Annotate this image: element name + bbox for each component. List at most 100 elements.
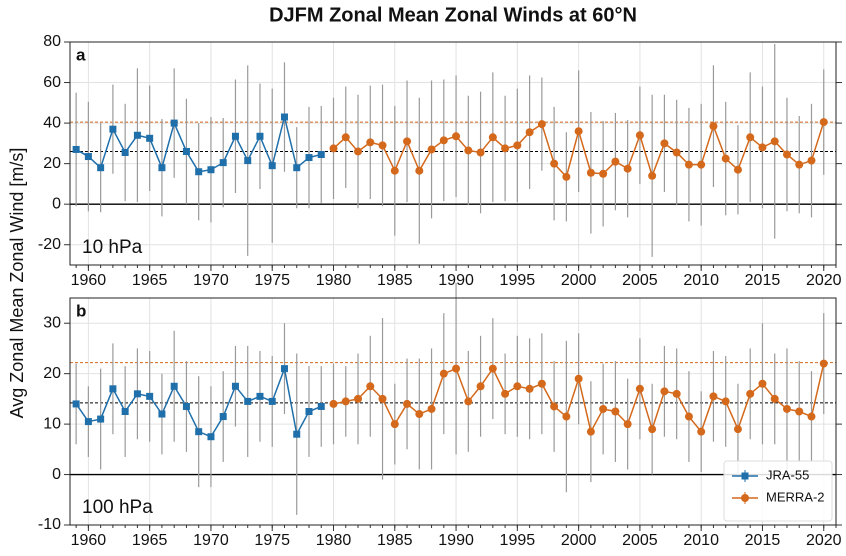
data-point: [746, 133, 755, 142]
data-point: [72, 400, 80, 408]
data-point: [684, 412, 693, 421]
x-tick-label: 2000: [561, 532, 597, 549]
data-point: [758, 143, 767, 152]
data-point: [390, 166, 399, 175]
data-point: [133, 131, 141, 139]
data-point: [415, 410, 424, 419]
data-point: [231, 382, 239, 390]
data-point: [280, 365, 288, 373]
data-point: [97, 164, 105, 172]
data-point: [464, 397, 473, 406]
data-point: [317, 402, 325, 410]
data-point: [121, 408, 129, 415]
data-point: [525, 384, 534, 393]
data-point: [733, 165, 742, 174]
legend-swatch-marker: [741, 472, 749, 480]
data-point: [721, 154, 730, 163]
data-point: [72, 145, 80, 153]
data-point: [513, 382, 522, 391]
data-point: [611, 157, 620, 166]
data-point: [158, 164, 166, 172]
y-tick-label: 0: [52, 195, 61, 212]
x-tick-label: 1995: [500, 532, 536, 549]
data-point: [219, 413, 227, 421]
x-tick-label: 2005: [622, 532, 658, 549]
data-point: [795, 160, 804, 169]
data-point: [648, 425, 657, 434]
x-tick-label: 1975: [254, 532, 290, 549]
data-point: [574, 127, 583, 136]
level-label: 100 hPa: [82, 497, 153, 518]
x-tick-label: 2015: [745, 272, 781, 289]
data-point: [146, 134, 154, 142]
x-tick-label: 1960: [71, 532, 107, 549]
x-tick-label: 1985: [377, 272, 413, 289]
data-point: [293, 430, 301, 438]
data-point: [341, 133, 350, 142]
data-point: [305, 154, 313, 162]
data-point: [354, 147, 363, 156]
data-point: [660, 387, 669, 396]
data-point: [84, 153, 92, 161]
legend-swatch-marker: [741, 494, 749, 502]
data-point: [317, 151, 325, 159]
data-point: [390, 420, 399, 429]
data-point: [305, 408, 313, 415]
data-point: [439, 136, 448, 145]
plot-frame: [69, 41, 837, 266]
data-point: [427, 404, 436, 413]
x-tick-label: 1960: [71, 272, 107, 289]
data-point: [562, 172, 571, 181]
data-point: [586, 427, 595, 436]
data-point: [513, 141, 522, 150]
data-point: [562, 412, 571, 421]
data-point: [207, 433, 215, 441]
x-tick-label: 1965: [132, 532, 168, 549]
x-tick-label: 1975: [254, 272, 290, 289]
data-point: [109, 385, 117, 393]
data-point: [795, 407, 804, 416]
y-tick-label: 40: [43, 114, 61, 131]
data-point: [488, 133, 497, 142]
data-point: [244, 157, 252, 165]
data-point: [476, 382, 485, 391]
data-point: [415, 166, 424, 175]
data-point: [170, 119, 178, 127]
data-point: [121, 148, 129, 156]
data-point: [635, 384, 644, 393]
data-point: [623, 164, 632, 173]
data-point: [403, 137, 412, 146]
data-point: [476, 148, 485, 157]
y-tick-label: 60: [43, 74, 61, 91]
data-point: [293, 164, 301, 172]
data-point: [782, 150, 791, 159]
x-tick-label: 1980: [316, 532, 352, 549]
data-point: [746, 389, 755, 398]
y-tick-label: 20: [43, 365, 61, 382]
data-point: [195, 168, 203, 176]
data-point: [244, 397, 252, 405]
x-tick-label: 1990: [438, 272, 474, 289]
legend-label: JRA-55: [766, 467, 809, 482]
data-point: [170, 382, 178, 390]
y-axis-label: Avg Zonal Mean Zonal Wind [m/s]: [7, 148, 27, 419]
data-point: [182, 402, 190, 410]
legend-label: MERRA-2: [766, 489, 825, 504]
x-tick-label: 1965: [132, 272, 168, 289]
data-point: [84, 418, 92, 426]
data-point: [574, 374, 583, 383]
data-point: [501, 144, 510, 153]
y-tick-label: 30: [43, 314, 61, 331]
panel-label: b: [76, 301, 86, 320]
data-point: [439, 369, 448, 378]
x-tick-label: 2010: [683, 272, 719, 289]
data-point: [550, 159, 559, 168]
data-point: [452, 132, 461, 141]
data-point: [758, 379, 767, 388]
data-point: [268, 397, 276, 405]
data-point: [697, 427, 706, 436]
x-tick-label: 2020: [806, 532, 842, 549]
data-point: [97, 415, 105, 423]
